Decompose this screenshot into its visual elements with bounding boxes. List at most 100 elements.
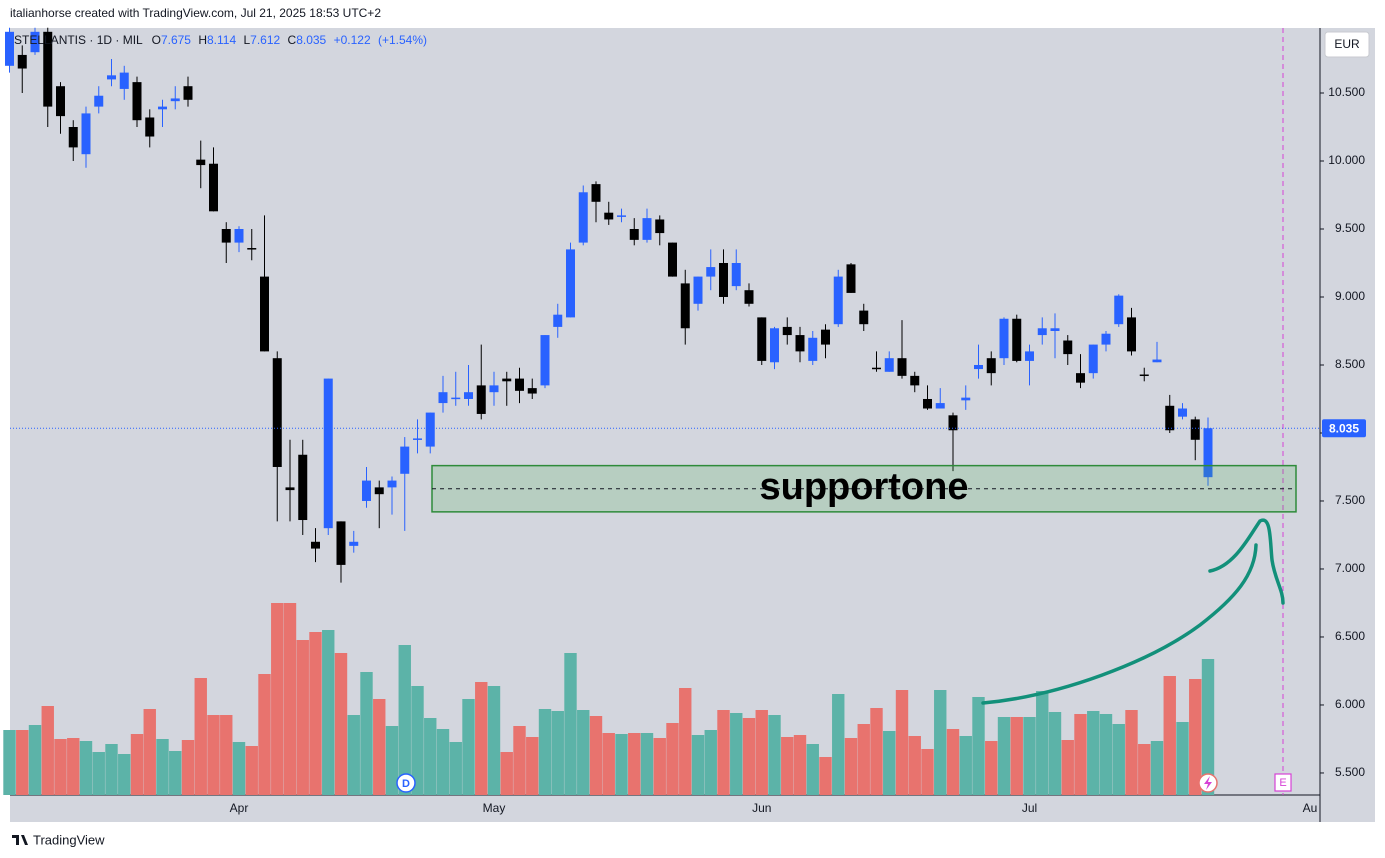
candle-body: [400, 446, 410, 474]
volume-bar: [717, 710, 730, 795]
candle-body: [604, 212, 614, 220]
volume-bar: [564, 653, 577, 795]
candle-body: [119, 72, 129, 89]
volume-bar: [194, 678, 207, 795]
volume-bar: [640, 733, 654, 795]
volume-bar: [1201, 659, 1215, 795]
volume-bar: [92, 752, 105, 795]
volume-bar: [245, 746, 258, 795]
volume-bar: [806, 744, 819, 795]
candle-body: [974, 364, 983, 370]
candle-body: [935, 403, 945, 409]
volume-bar: [526, 737, 539, 795]
candle-body: [170, 98, 180, 102]
volume-bar: [28, 725, 42, 795]
volume-bar: [1099, 714, 1113, 795]
volume-bar: [895, 690, 909, 795]
legend-change: +0.122: [334, 33, 371, 47]
earnings-label[interactable]: E: [1279, 777, 1286, 789]
candle-body: [183, 86, 193, 100]
candle-body: [578, 192, 588, 243]
volume-bar: [232, 742, 246, 795]
candle-body: [948, 415, 958, 431]
volume-bar: [1138, 744, 1151, 795]
y-tick-label: 7.000: [1335, 561, 1365, 575]
candle-body: [706, 267, 716, 277]
header-text: italianhorse created with TradingView.co…: [10, 6, 381, 20]
candle-body: [821, 329, 830, 345]
candle-body: [107, 75, 116, 80]
candle-body: [668, 242, 677, 277]
event-icon: [1204, 776, 1212, 790]
footer-text: TradingView: [33, 832, 105, 847]
candle-body: [770, 328, 779, 363]
candle-body: [56, 86, 65, 117]
dividend-marker[interactable]: [396, 773, 416, 793]
volume-bar: [462, 699, 475, 795]
volume-bar: [436, 729, 450, 795]
volume-bar: [181, 740, 195, 795]
candle-body: [438, 392, 448, 404]
currency-box[interactable]: [1324, 31, 1370, 58]
volume-bar: [704, 730, 717, 795]
volume-bar: [577, 710, 590, 795]
candle-body: [540, 335, 550, 386]
volume-bar: [424, 718, 437, 795]
x-tick-label: Jun: [752, 801, 771, 815]
candle-body: [757, 317, 767, 361]
volume-bar: [844, 738, 858, 795]
currency[interactable]: EUR: [1334, 37, 1360, 51]
candle-body: [986, 358, 996, 374]
candle-body: [782, 326, 792, 336]
volume-bar: [615, 734, 628, 795]
candle-body: [1025, 351, 1034, 361]
volume-bar: [373, 699, 386, 795]
candle-body: [846, 264, 856, 293]
volume-bar: [130, 734, 144, 795]
dividend-label[interactable]: D: [402, 778, 410, 790]
earnings-marker[interactable]: [1274, 773, 1292, 792]
volume-bar: [105, 744, 118, 795]
legend-o: O: [152, 33, 161, 47]
candle-body: [425, 412, 435, 447]
volume-bar: [283, 603, 297, 795]
y-tick-label: 10.500: [1328, 85, 1365, 99]
volume-bar: [1010, 717, 1023, 795]
y-tick-label: 8.500: [1335, 357, 1365, 371]
volume-bar: [220, 715, 233, 795]
volume-bar: [1176, 722, 1189, 795]
volume-bar: [781, 737, 794, 795]
candle-body: [897, 358, 907, 376]
volume-bar: [322, 630, 335, 795]
volume-bar: [1112, 724, 1125, 795]
candle-body: [999, 318, 1009, 359]
volume-bar: [500, 752, 513, 795]
candle-body: [1076, 373, 1085, 383]
volume-bar: [589, 716, 603, 795]
volume-bar: [41, 706, 54, 795]
drawn-curve: [1208, 518, 1285, 605]
volume-bar: [1061, 740, 1074, 795]
volume-bar: [271, 603, 284, 795]
candle-body: [311, 541, 320, 549]
candle-body: [323, 378, 333, 529]
volume-bar: [666, 723, 679, 795]
volume-bar: [1048, 712, 1062, 795]
volume-bar: [908, 736, 921, 795]
last-price-label: 8.035: [1329, 421, 1359, 435]
volume-bar: [921, 749, 934, 795]
volume-bar: [1036, 691, 1049, 795]
candle-body: [349, 541, 359, 546]
volume-bar: [143, 709, 156, 795]
candle-body: [502, 378, 512, 382]
volume-bar: [538, 709, 552, 795]
candle-body: [795, 335, 805, 352]
y-tick-label: 5.500: [1335, 765, 1365, 779]
volume-bar: [79, 741, 93, 795]
candle-body: [413, 438, 422, 440]
y-tick-label: 9.500: [1335, 221, 1365, 235]
candle-body: [68, 127, 78, 148]
candle-body: [808, 337, 818, 361]
candle-body: [515, 378, 524, 391]
